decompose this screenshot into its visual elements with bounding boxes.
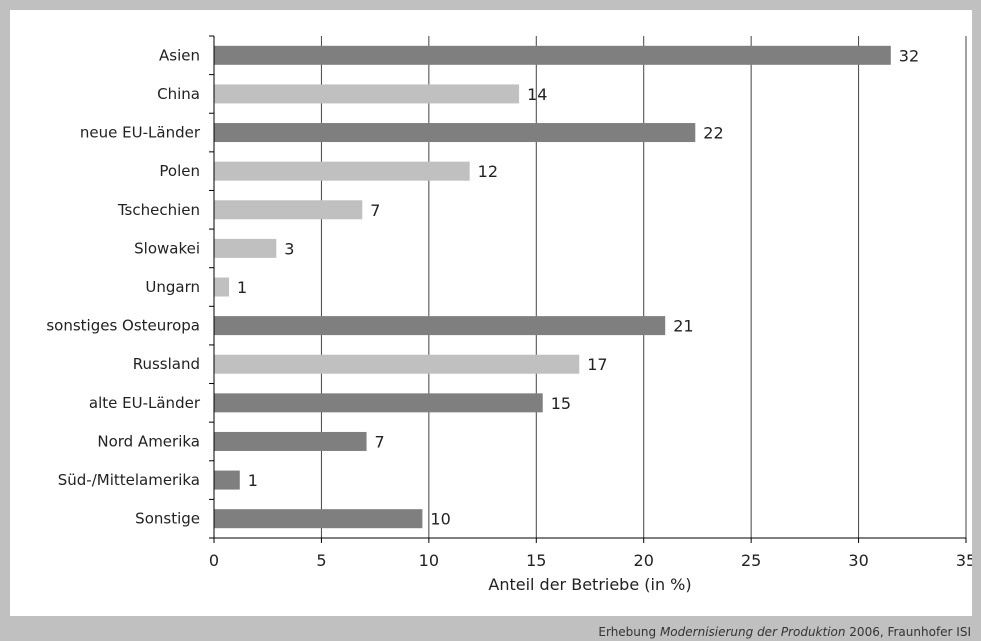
data-label: 10: [430, 510, 450, 529]
data-label: 12: [478, 162, 498, 181]
x-tick-label: 30: [848, 551, 868, 570]
data-label: 7: [370, 201, 380, 220]
category-label: Slowakei: [134, 239, 200, 257]
x-axis-title: Anteil der Betriebe (in %): [488, 575, 691, 594]
plot-area: Asien 32 China 14 neue EU-Länder 22 Polen 12 Tsc…: [10, 10, 972, 616]
bar: [214, 277, 230, 297]
bar: [214, 354, 580, 374]
category-label: sonstiges Osteuropa: [46, 317, 200, 335]
category-label: Sonstige: [135, 510, 200, 528]
category-label: Russland: [133, 355, 200, 373]
category-label: Tschechien: [117, 201, 200, 219]
category-label: Polen: [159, 162, 200, 180]
source-note: Erhebung Modernisierung der Produktion 2…: [598, 625, 971, 639]
category-label: Nord Amerika: [97, 432, 200, 450]
x-tick-label: 20: [634, 551, 654, 570]
bar: [214, 238, 277, 258]
data-label: 14: [527, 85, 547, 104]
x-tick-label: 15: [526, 551, 546, 570]
data-label: 32: [899, 46, 919, 65]
data-label: 7: [375, 432, 385, 451]
source-suffix: 2006, Fraunhofer ISI: [845, 625, 971, 639]
bar: [214, 316, 666, 336]
bar: [214, 470, 240, 490]
category-label: China: [157, 85, 200, 103]
data-label: 22: [703, 124, 723, 143]
bar: [214, 431, 367, 451]
bar: [214, 509, 423, 529]
bar: [214, 123, 696, 143]
x-tick-label: 0: [209, 551, 219, 570]
data-label: 1: [248, 471, 258, 490]
bar: [214, 45, 891, 65]
bar: [214, 393, 543, 413]
source-italic: Modernisierung der Produktion: [659, 625, 846, 639]
x-tick-label: 35: [956, 551, 972, 570]
data-label: 15: [551, 394, 571, 413]
x-tick-label: 10: [419, 551, 439, 570]
data-label: 1: [237, 278, 247, 297]
bar: [214, 161, 470, 181]
category-label: alte EU-Länder: [89, 394, 201, 412]
x-tick-label: 25: [741, 551, 761, 570]
data-label: 3: [284, 239, 294, 258]
category-label: Ungarn: [145, 278, 200, 296]
bar: [214, 200, 363, 220]
category-label: neue EU-Länder: [80, 124, 201, 142]
category-label: Süd-/Mittelamerika: [58, 471, 200, 489]
data-label: 17: [587, 355, 607, 374]
x-tick-label: 5: [316, 551, 326, 570]
bar: [214, 84, 520, 104]
source-prefix: Erhebung: [598, 625, 660, 639]
bar-chart: Asien 32 China 14 neue EU-Länder 22 Polen 12 Tsc…: [46, 35, 972, 594]
data-label: 21: [673, 317, 693, 336]
category-label: Asien: [159, 46, 200, 64]
